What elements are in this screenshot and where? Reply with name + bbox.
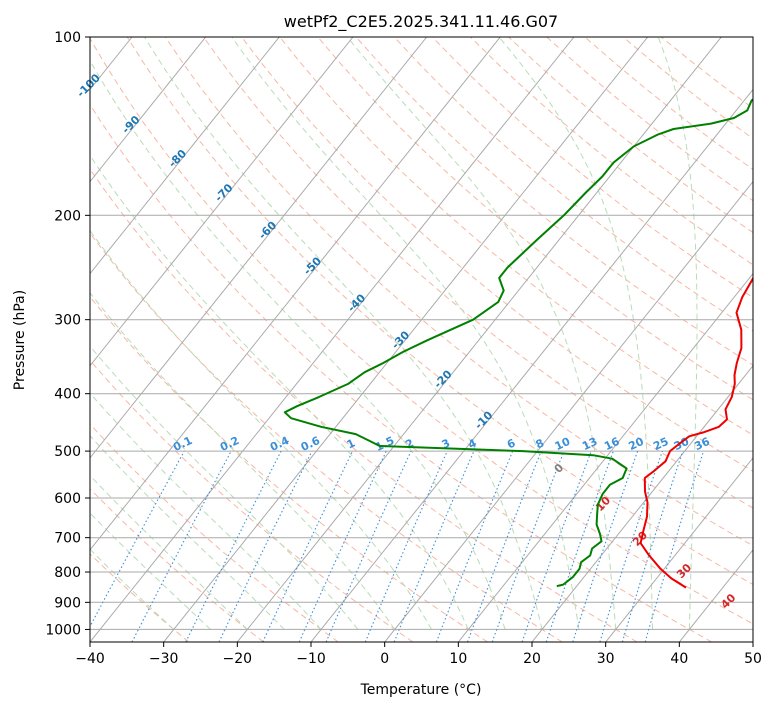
mixing-ratio-line xyxy=(599,450,663,642)
mixing-ratio-label: 10 xyxy=(553,435,573,453)
isotherm-line xyxy=(236,37,722,642)
mixing-ratio-line xyxy=(621,450,684,642)
x-tick-label: −10 xyxy=(296,651,326,667)
y-axis-label: Pressure (hPa) xyxy=(12,290,28,390)
dewpoint-profile-line xyxy=(283,98,753,588)
x-tick-label: 10 xyxy=(449,651,467,667)
moist-adiabat-line xyxy=(90,59,506,630)
x-tick-label: −20 xyxy=(223,651,253,667)
moist-adiabat-line xyxy=(90,229,432,630)
isotherm-line xyxy=(90,37,575,642)
x-tick-label: −30 xyxy=(149,651,179,667)
dry-adiabat-line xyxy=(393,37,753,332)
dry-adiabat-line xyxy=(90,423,339,642)
mixing-ratio-label: 36 xyxy=(692,435,712,453)
x-tick-label: −40 xyxy=(75,651,105,667)
moist-adiabat-line xyxy=(90,392,322,630)
dry-adiabat-line xyxy=(90,553,190,642)
dry-adiabat-line xyxy=(90,296,488,642)
isotherm-line xyxy=(163,37,649,642)
isotherm-line xyxy=(90,37,280,275)
mixing-ratio-line xyxy=(325,450,412,642)
dry-adiabat-line xyxy=(317,37,753,401)
x-axis-label: Temperature (°C) xyxy=(360,682,482,698)
background-lines xyxy=(90,37,753,642)
y-tick-label: 100 xyxy=(54,30,81,46)
dry-adiabat-line xyxy=(90,103,712,642)
y-tick-label: 500 xyxy=(54,444,81,460)
moist-adiabat-line xyxy=(346,37,617,630)
y-tick-label: 300 xyxy=(54,313,81,329)
y-tick-label: 400 xyxy=(54,387,81,403)
isotherm-line xyxy=(457,272,753,642)
x-tick-label: 50 xyxy=(744,651,762,667)
dry-adiabat-line xyxy=(164,37,753,547)
moist-adiabat-line xyxy=(90,512,211,630)
isotherm-line xyxy=(384,180,753,642)
isotherm-line xyxy=(310,88,753,642)
mixing-ratio-label: 20 xyxy=(627,435,647,453)
moist-adiabat-line xyxy=(90,345,359,630)
y-tick-label: 700 xyxy=(54,531,81,547)
y-axis: 100 200 300 400 500 600 700 800 900 1000 xyxy=(45,30,90,638)
y-tick-label: 200 xyxy=(54,208,81,224)
mixing-ratio-line xyxy=(491,450,565,642)
mixing-ratio-label: 13 xyxy=(580,435,599,453)
y-tick-label: 1000 xyxy=(45,622,81,638)
x-axis: −40 −30 −20 −10 0 10 20 30 40 50 xyxy=(75,642,762,667)
mixing-ratio-line xyxy=(435,450,514,642)
isotherm-line xyxy=(531,364,753,642)
moist-adiabat-line xyxy=(657,37,698,630)
isotherm-line xyxy=(90,37,428,459)
dry-adiabat-line xyxy=(90,168,638,642)
moist-adiabat-line xyxy=(90,154,469,630)
x-tick-label: 30 xyxy=(597,651,615,667)
x-tick-label: 20 xyxy=(523,651,541,667)
y-tick-label: 900 xyxy=(54,595,81,611)
mixing-ratio-line xyxy=(466,450,542,642)
dry-adiabat-line xyxy=(126,37,753,586)
x-tick-label: 0 xyxy=(380,651,389,667)
dry-adiabat-line xyxy=(203,37,753,509)
mixing-ratio-line xyxy=(185,450,282,642)
isotherm-line xyxy=(90,37,501,551)
mixing-ratio-line xyxy=(572,450,639,642)
mixing-ratio-label: 16 xyxy=(602,435,622,453)
mixing-ratio-line xyxy=(393,450,475,642)
moist-adiabat-line xyxy=(90,435,285,630)
moist-adiabat-line xyxy=(144,37,543,630)
y-tick-label: 800 xyxy=(54,565,81,581)
moist-adiabat-line xyxy=(231,37,580,630)
temperature-profile-line xyxy=(639,276,753,589)
mixing-ratio-line xyxy=(644,450,705,642)
mixing-ratio-line xyxy=(545,450,614,642)
mixing-ratio-line xyxy=(90,450,185,628)
isotherm-line xyxy=(605,457,753,642)
mixing-ratio-line xyxy=(364,450,448,642)
isotherm-line xyxy=(90,37,354,367)
moist-adiabat-line xyxy=(90,548,175,630)
dry-adiabat-line xyxy=(90,37,753,625)
x-tick-label: 40 xyxy=(670,651,688,667)
plot-area xyxy=(90,37,753,642)
mixing-ratio-line xyxy=(521,450,592,642)
moist-adiabat-line xyxy=(90,474,248,630)
dry-adiabat-line xyxy=(355,37,753,366)
chart-title: wetPf2_C2E5.2025.341.11.46.G07 xyxy=(284,12,558,32)
mixing-ratio-label: 25 xyxy=(651,435,670,453)
moist-adiabat-line xyxy=(90,292,396,630)
y-tick-label: 600 xyxy=(54,491,81,507)
plot-frame xyxy=(89,36,754,643)
dry-adiabat-line xyxy=(90,232,563,642)
series-group xyxy=(283,98,753,589)
isotherm-line xyxy=(90,37,207,183)
